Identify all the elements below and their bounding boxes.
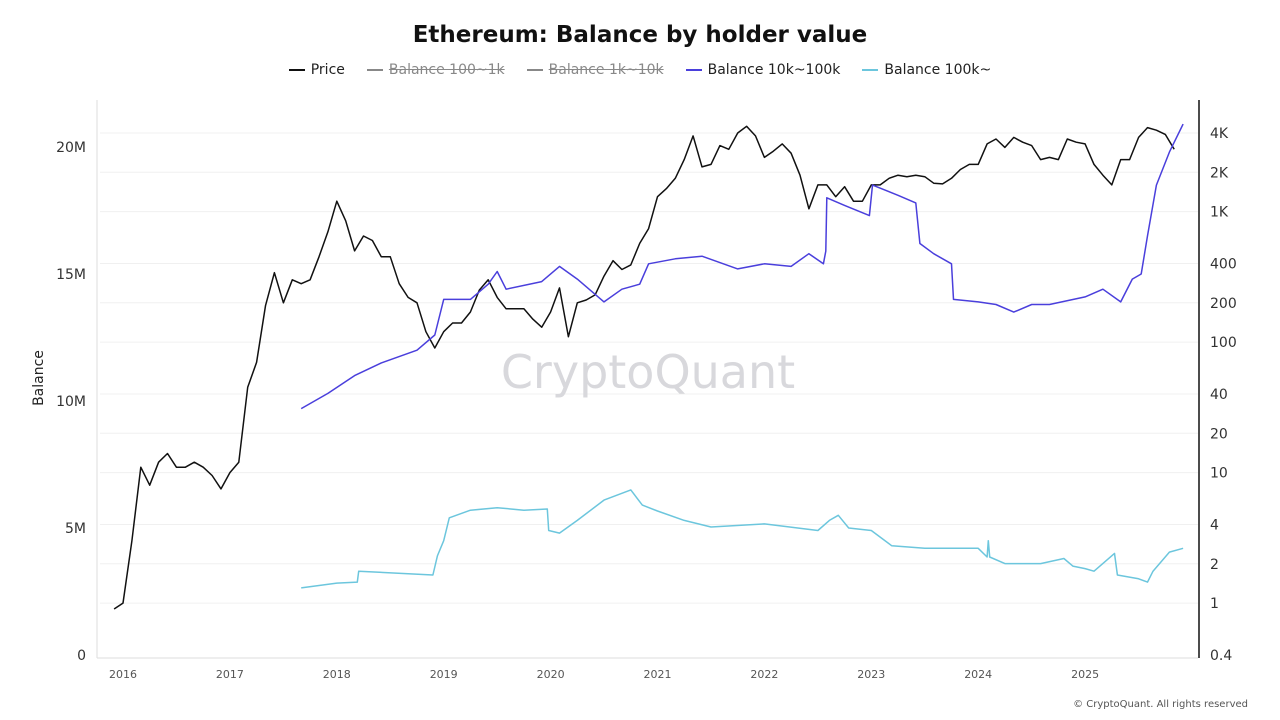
y-right-tick-label: 100 xyxy=(1210,335,1237,351)
y-right-tick-label: 40 xyxy=(1210,387,1228,403)
legend-item-balance-1k-10k[interactable]: Balance 1k~10k xyxy=(526,62,664,78)
y-right-tick-label: 1K xyxy=(1210,205,1229,221)
y-right-tick-label: 0.4 xyxy=(1210,648,1232,664)
y-right-tick-label: 2K xyxy=(1210,165,1229,181)
x-tick-label: 2024 xyxy=(964,668,992,681)
y-right-tick-label: 400 xyxy=(1210,257,1237,273)
series-line-balance-10k-100k xyxy=(300,123,1184,410)
legend-item-balance-100k-plus[interactable]: Balance 100k~ xyxy=(862,62,991,78)
y-left-tick-label: 15M xyxy=(56,267,86,283)
legend-swatch xyxy=(526,69,543,71)
x-tick-label: 2020 xyxy=(537,668,565,681)
y-right-tick-label: 4 xyxy=(1210,518,1219,534)
y-right-tick-label: 2 xyxy=(1210,557,1219,573)
legend-label: Balance 1k~10k xyxy=(548,62,664,78)
y-left-tick-label: 0 xyxy=(77,648,86,664)
legend-label: Price xyxy=(310,62,345,78)
legend-item-price[interactable]: Price xyxy=(288,62,345,78)
x-tick-label: 2025 xyxy=(1071,668,1099,681)
legend-label: Balance 100k~ xyxy=(884,62,992,78)
y-right-tick-label: 1 xyxy=(1210,596,1219,612)
x-tick-label: 2018 xyxy=(323,668,351,681)
y-axis-title: Balance xyxy=(31,350,47,406)
legend: Price Balance 100~1k Balance 1k~10k Bala… xyxy=(0,62,1280,78)
legend-item-balance-10k-100k[interactable]: Balance 10k~100k xyxy=(685,62,841,78)
y-right-tick-label: 10 xyxy=(1210,466,1228,482)
x-tick-label: 2021 xyxy=(644,668,672,681)
legend-item-balance-100-1k[interactable]: Balance 100~1k xyxy=(366,62,505,78)
legend-swatch xyxy=(288,69,305,71)
legend-swatch xyxy=(366,69,383,71)
y-right-tick-label: 20 xyxy=(1210,426,1228,442)
x-tick-label: 2023 xyxy=(857,668,885,681)
series-line-balance-100k- xyxy=(301,489,1184,589)
y-left-tick-label: 10M xyxy=(56,394,86,410)
x-tick-label: 2016 xyxy=(109,668,137,681)
copyright-footer: © CryptoQuant. All rights reserved xyxy=(1073,699,1248,710)
legend-label: Balance 10k~100k xyxy=(707,62,841,78)
y-left-tick-label: 5M xyxy=(65,521,86,537)
x-tick-label: 2019 xyxy=(430,668,458,681)
watermark: CryptoQuant xyxy=(501,345,795,399)
legend-label: Balance 100~1k xyxy=(388,62,505,78)
y-left-tick-label: 20M xyxy=(56,140,86,156)
chart-title: Ethereum: Balance by holder value xyxy=(412,22,868,48)
y-right-tick-label: 4K xyxy=(1210,126,1229,142)
legend-swatch xyxy=(862,69,879,71)
legend-swatch xyxy=(685,69,702,71)
x-tick-label: 2017 xyxy=(216,668,244,681)
x-tick-label: 2022 xyxy=(750,668,778,681)
y-right-tick-label: 200 xyxy=(1210,296,1237,312)
series-line-price xyxy=(113,125,1175,610)
